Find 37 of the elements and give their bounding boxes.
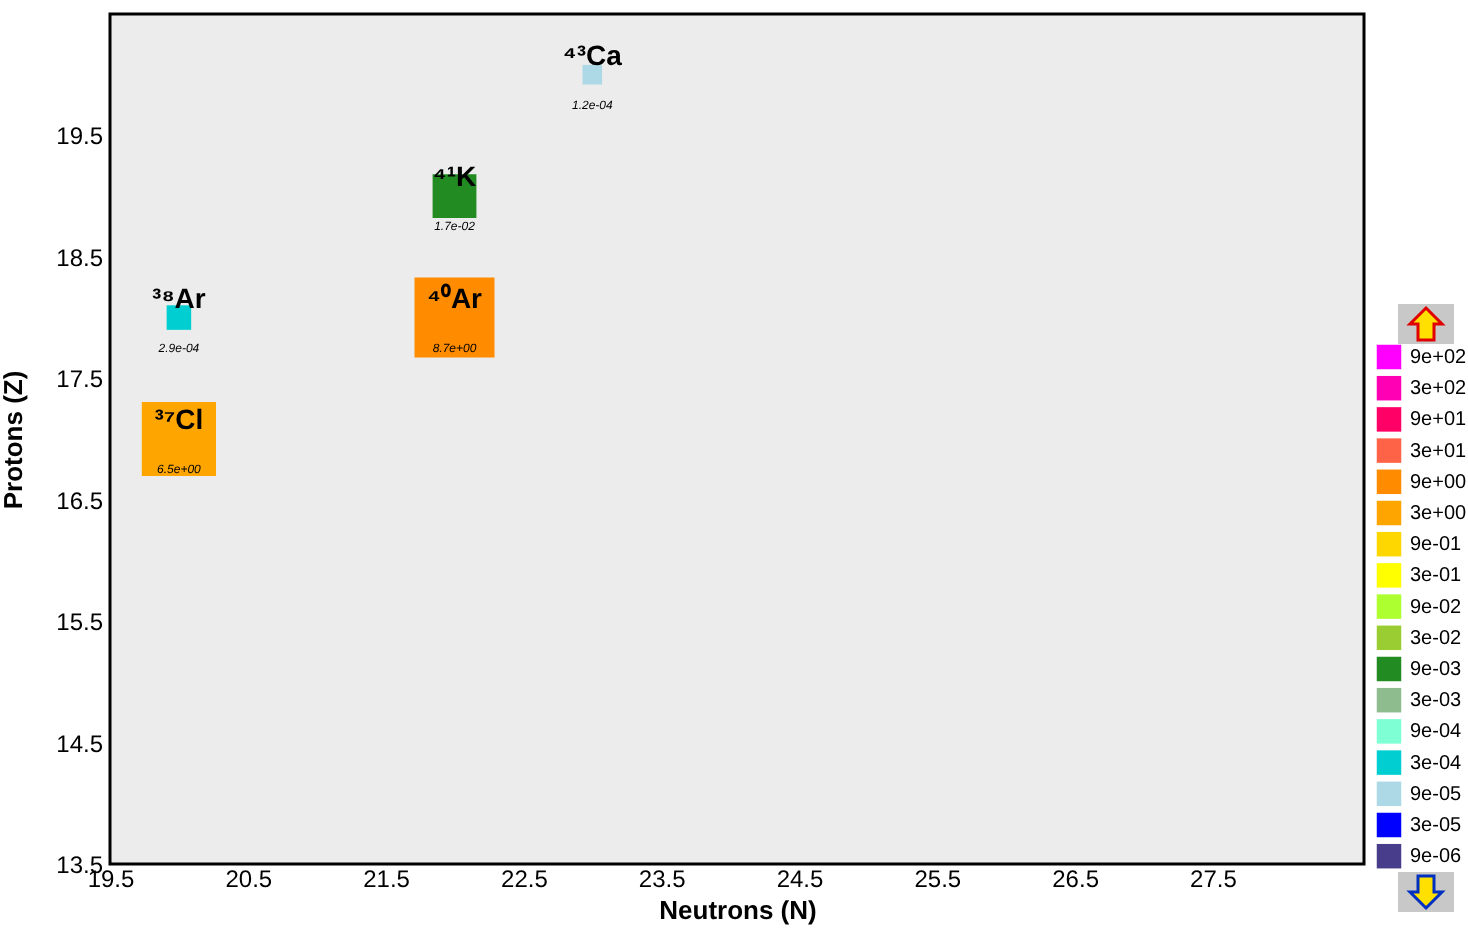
legend-label: 9e-04	[1410, 721, 1463, 744]
legend-label: 3e-05	[1410, 815, 1463, 837]
x-tick-label: 23.5	[638, 865, 687, 893]
legend-label: 3e-01	[1410, 565, 1463, 588]
y-axis-title: Protons (Z)	[0, 370, 29, 510]
y-tick-label: 15.5	[56, 608, 104, 637]
legend-label: 9e-06	[1410, 846, 1463, 869]
legend-label: 9e-05	[1410, 783, 1463, 806]
annotation: ⁴³Ca	[562, 38, 623, 71]
legend-label: 3e+00	[1410, 503, 1468, 525]
legend-label: 3e+01	[1410, 440, 1468, 463]
x-tick-label: 21.5	[363, 865, 411, 893]
annotation: ⁴⁰Ar	[427, 281, 484, 314]
legend-label: 3e-04	[1410, 752, 1463, 775]
y-tick-label: 17.5	[56, 365, 104, 394]
legend-label: 3e-03	[1410, 690, 1463, 713]
legend-label: 9e-01	[1410, 534, 1463, 557]
x-tick-label: 27.5	[1190, 865, 1238, 893]
legend-label: 3e+02	[1410, 378, 1468, 401]
legend-label: 9e+00	[1410, 471, 1468, 494]
y-tick-label: 19.5	[56, 122, 104, 151]
x-tick-label: 22.5	[501, 865, 549, 893]
y-tick-label: 18.5	[56, 243, 104, 272]
x-axis-title: Neutrons (N)	[659, 895, 817, 925]
x-tick-label: 25.5	[914, 865, 962, 893]
y-tick-label: 14.5	[56, 729, 104, 758]
annotation: ³⁷Cl	[154, 403, 204, 435]
legend-label: 9e+02	[1410, 347, 1468, 369]
legend-label: 9e+01	[1410, 409, 1468, 432]
x-tick-label: 20.5	[225, 865, 273, 893]
y-tick-label: 16.5	[56, 486, 104, 515]
x-tick-label: 24.5	[776, 865, 825, 893]
legend-label: 9e-03	[1410, 659, 1463, 681]
legend-label: 3e-02	[1410, 627, 1463, 650]
x-tick-label: 26.5	[1052, 865, 1100, 893]
annotation: ³⁸Ar	[152, 281, 207, 314]
legend-label: 9e-02	[1410, 596, 1463, 619]
